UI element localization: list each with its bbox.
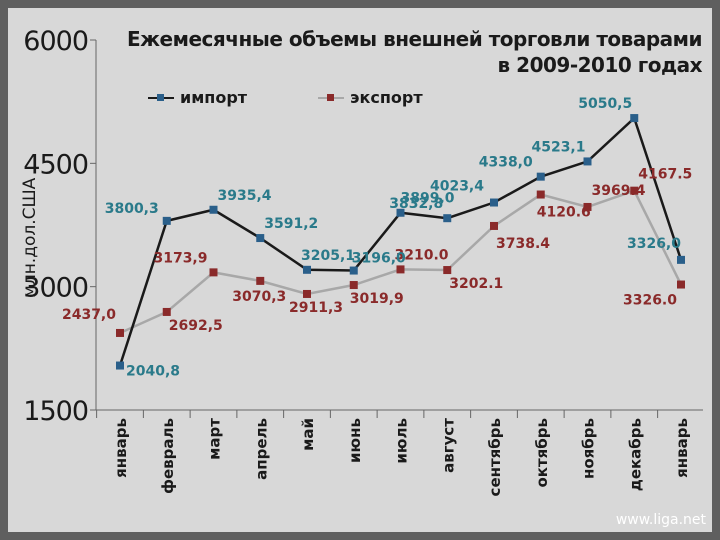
- data-label-import: 3935,4: [218, 188, 272, 204]
- point-marker-import: [443, 214, 452, 223]
- chart-title-line-1: Ежемесячные объемы внешней торговли това…: [126, 27, 703, 51]
- point-marker-export: [677, 280, 685, 289]
- x-tick-label: январь: [112, 418, 130, 478]
- data-label-export: 3019,9: [350, 291, 404, 307]
- data-label-import: 3800,3: [105, 201, 159, 217]
- data-label-export: 3173,9: [153, 250, 207, 266]
- y-tick-label: 1500: [23, 396, 88, 427]
- chart-title: Ежемесячные объемы внешней торговли това…: [126, 26, 703, 78]
- point-marker-import: [349, 266, 358, 275]
- chart-subtitle: в 2009-2010 годах: [497, 53, 703, 77]
- point-marker-export: [162, 307, 171, 316]
- point-marker-import: [490, 198, 498, 207]
- data-label-import: 4023,4: [430, 179, 484, 195]
- x-tick-label: февраль: [159, 418, 177, 494]
- data-label-import: 2040,8: [126, 364, 180, 380]
- point-marker-export: [256, 276, 265, 285]
- point-marker-import: [677, 255, 685, 264]
- point-marker-import: [256, 234, 265, 243]
- legend-label-export: экспорт: [350, 88, 423, 107]
- point-marker-export: [349, 281, 358, 290]
- point-marker-export: [536, 190, 545, 199]
- data-label-import: 3326,0: [627, 236, 681, 252]
- point-marker-export: [583, 202, 592, 211]
- data-label-export: 3210.0: [395, 247, 449, 263]
- data-label-export: 2437,0: [62, 307, 116, 323]
- data-label-export: 2911,3: [289, 300, 343, 316]
- point-marker-import: [303, 265, 311, 274]
- x-tick-label: август: [439, 418, 457, 473]
- data-label-export: 2692,5: [169, 318, 223, 334]
- data-label-export: 4167.5: [638, 167, 692, 183]
- data-label-import: 3591,2: [264, 216, 318, 232]
- data-label-import: 3196,0: [352, 251, 406, 267]
- chart-panel: 1500 3000 4500 6000 январь февраль март апрель м…: [8, 8, 712, 532]
- data-label-import: 3899,0: [401, 191, 455, 207]
- data-label-export: 3202.1: [449, 276, 503, 292]
- data-label-export: 4120.6: [537, 205, 591, 221]
- point-marker-export: [490, 221, 498, 230]
- point-marker-export: [303, 289, 311, 298]
- data-label-export: 3738.4: [496, 236, 550, 252]
- x-tick-label: июнь: [346, 418, 364, 463]
- x-tick-label: апрель: [252, 418, 270, 480]
- data-label-import: 5050,5: [578, 96, 632, 112]
- point-marker-export: [396, 265, 405, 274]
- data-label-import: 3205,1: [301, 248, 355, 264]
- legend-label-import: импорт: [180, 88, 248, 107]
- point-marker-import: [116, 361, 124, 370]
- point-marker-export: [443, 266, 452, 275]
- x-tick-label: октябрь: [533, 418, 551, 488]
- data-label-import: 3832,8: [389, 196, 443, 212]
- line-chart: 1500 3000 4500 6000 январь февраль март апрель м…: [23, 26, 703, 496]
- x-tick-label: январь: [673, 418, 691, 478]
- point-marker-export: [209, 268, 218, 277]
- point-marker-import: [209, 205, 218, 214]
- slide-frame: 1500 3000 4500 6000 январь февраль март апрель м…: [8, 8, 712, 532]
- x-tick-label: июль: [393, 418, 411, 464]
- x-tick-label: ноябрь: [580, 418, 598, 479]
- watermark: www.liga.net: [615, 512, 706, 528]
- y-tick-label: 3000: [23, 273, 88, 304]
- point-marker-import: [583, 157, 592, 166]
- data-label-export: 3070,3: [232, 289, 286, 305]
- point-marker-import: [536, 172, 545, 181]
- data-label-export: 3326.0: [623, 293, 677, 309]
- x-tick-label: декабрь: [626, 418, 644, 491]
- point-marker-import: [162, 216, 171, 225]
- y-tick-label: 6000: [23, 26, 88, 57]
- x-tick-label: март: [206, 418, 224, 460]
- x-tick-label: май: [299, 418, 317, 451]
- legend-swatch-import: [148, 94, 174, 101]
- x-tick-label: сентябрь: [486, 418, 504, 496]
- data-label-import: 4523,1: [531, 139, 585, 155]
- data-label-import: 4338,0: [479, 155, 533, 171]
- y-tick-label: 4500: [23, 149, 88, 180]
- point-marker-export: [116, 328, 124, 337]
- point-marker-export: [630, 186, 639, 195]
- legend-swatch-export: [318, 94, 344, 101]
- y-axis-label: млн.дол.США: [20, 177, 40, 298]
- point-marker-import: [396, 208, 405, 217]
- point-marker-import: [630, 114, 639, 123]
